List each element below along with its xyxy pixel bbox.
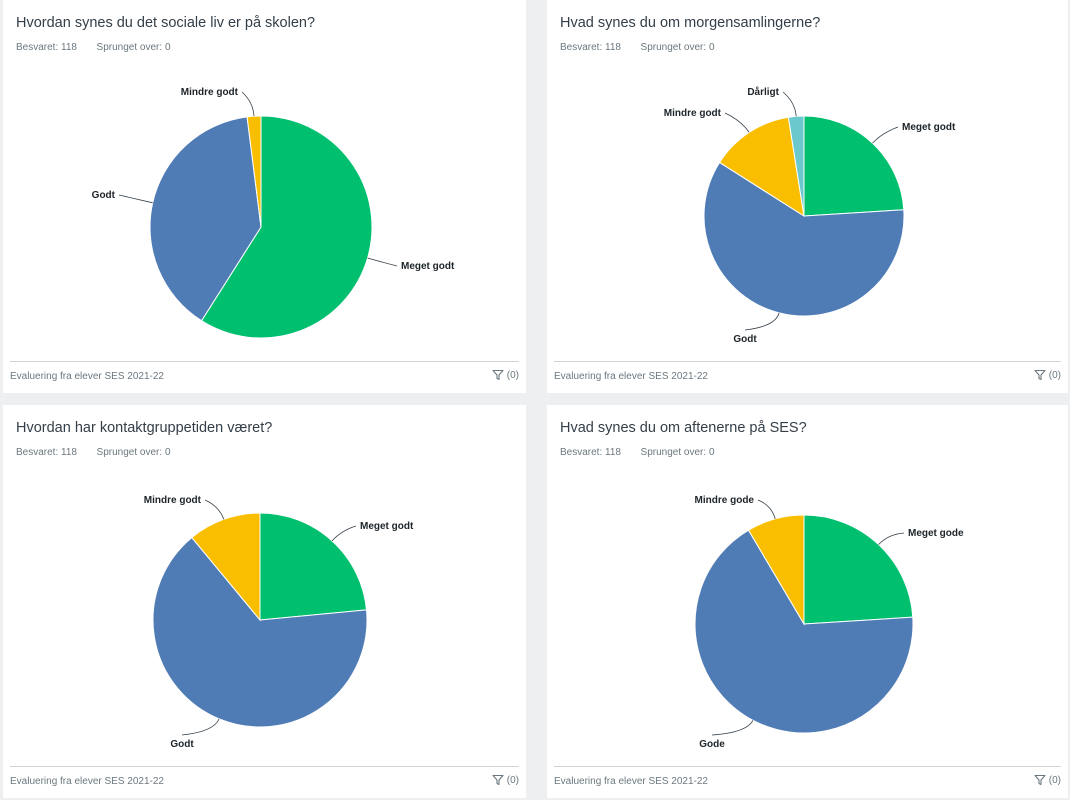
leader-line-mindre-godt	[724, 112, 750, 133]
pie-slice-meget-godt[interactable]	[803, 115, 905, 217]
slice-label-godt: Godt	[733, 334, 757, 345]
leader-line-meget-godt	[331, 525, 357, 542]
filter-icon	[1034, 369, 1046, 381]
slice-label-darligt: Dårligt	[747, 86, 779, 98]
card-title: Hvordan har kontaktgruppetiden været?	[16, 420, 273, 436]
card-footer: Evaluering fra elever SES 2021-22 (0)	[10, 361, 519, 393]
leader-line-godt	[744, 312, 780, 331]
pie-slice-godt[interactable]	[152, 536, 368, 728]
answered-count: 118	[61, 42, 77, 53]
slice-label-meget-godt: Meget godt	[902, 122, 956, 133]
survey-name: Evaluering fra elever SES 2021-22	[10, 371, 164, 382]
skipped-count: 0	[708, 447, 715, 458]
slice-label-gode: Gode	[699, 739, 725, 750]
response-stats: Besvaret: 118 Sprunget over: 0	[16, 447, 171, 458]
leader-line-meget-godt	[367, 257, 398, 267]
answered-count: 118	[61, 447, 77, 458]
leader-line-meget-godt	[872, 126, 899, 144]
chart-card-2: Hvad synes du om morgensamlingerne? Besv…	[547, 0, 1068, 393]
leader-line-mindre-gode	[757, 499, 776, 520]
leader-line-mindre-godt	[241, 91, 255, 117]
survey-name: Evaluering fra elever SES 2021-22	[554, 371, 708, 382]
response-stats: Besvaret: 118 Sprunget over: 0	[560, 42, 715, 53]
skipped-label: Sprunget over:	[640, 42, 707, 53]
answered-label: Besvaret:	[16, 42, 59, 53]
skipped-label: Sprunget over:	[96, 447, 163, 458]
answered-label: Besvaret:	[560, 447, 603, 458]
skipped-label: Sprunget over:	[640, 447, 707, 458]
skipped-label: Sprunget over:	[96, 42, 163, 53]
skipped-count: 0	[164, 42, 171, 53]
slice-label-meget-godt: Meget godt	[360, 521, 414, 532]
chart-card-3: Hvordan har kontaktgruppetiden været? Be…	[3, 405, 526, 798]
answered-label: Besvaret:	[16, 447, 59, 458]
pie-slice-mindre-godt[interactable]	[246, 115, 262, 228]
leader-line-godt	[181, 718, 220, 736]
pie-chart: Meget godt Godt Mindre godt Dårligt	[664, 86, 956, 345]
answered-count: 118	[605, 42, 621, 53]
pie-slice-mindre-gode[interactable]	[747, 514, 805, 626]
card-title: Hvad synes du om aftenerne på SES?	[560, 420, 807, 436]
slice-label-meget-godt: Meget godt	[401, 261, 455, 272]
answered-count: 118	[605, 447, 621, 458]
card-title: Hvordan synes du det sociale liv er på s…	[16, 15, 316, 31]
answered-label: Besvaret:	[560, 42, 603, 53]
filter-count: (0)	[506, 774, 519, 786]
filter-button[interactable]: (0)	[492, 369, 519, 381]
slice-label-mindre-godt: Mindre godt	[664, 108, 722, 119]
leader-line-darligt	[782, 91, 797, 117]
filter-count: (0)	[1048, 774, 1061, 786]
filter-button[interactable]: (0)	[492, 774, 519, 786]
card-footer: Evaluering fra elever SES 2021-22 (0)	[554, 766, 1061, 798]
pie-slice-godt[interactable]	[149, 116, 262, 322]
skipped-count: 0	[164, 447, 171, 458]
slice-label-meget-gode: Meget gode	[908, 528, 964, 539]
slice-label-godt: Godt	[92, 190, 116, 201]
filter-button[interactable]: (0)	[1034, 369, 1061, 381]
filter-icon	[492, 774, 504, 786]
leader-line-godt	[118, 194, 153, 204]
slice-label-mindre-godt: Mindre godt	[144, 495, 202, 506]
leader-line-meget-gode	[878, 532, 905, 545]
pie-slice-meget-gode[interactable]	[803, 514, 914, 625]
filter-count: (0)	[1048, 369, 1061, 381]
filter-icon	[492, 369, 504, 381]
pie-chart: Meget gode Gode Mindre gode	[694, 495, 964, 750]
pie-slice-godt[interactable]	[703, 161, 905, 317]
pie-slice-mindre-godt[interactable]	[191, 512, 261, 622]
pie-slice-meget-godt[interactable]	[200, 115, 373, 339]
survey-name: Evaluering fra elever SES 2021-22	[554, 776, 708, 787]
card-footer: Evaluering fra elever SES 2021-22 (0)	[554, 361, 1061, 393]
slice-label-mindre-gode: Mindre gode	[695, 495, 755, 506]
pie-chart: Meget godt Godt Mindre godt	[92, 87, 455, 339]
card-footer: Evaluering fra elever SES 2021-22 (0)	[10, 766, 519, 798]
slice-label-mindre-godt: Mindre godt	[181, 87, 239, 98]
response-stats: Besvaret: 118 Sprunget over: 0	[16, 42, 171, 53]
survey-name: Evaluering fra elever SES 2021-22	[10, 776, 164, 787]
leader-line-gode	[711, 720, 754, 736]
pie-slice-mindre-godt[interactable]	[718, 116, 805, 218]
pie-chart: Meget godt Godt Mindre godt	[144, 495, 414, 750]
pie-slice-darligt[interactable]	[787, 115, 805, 217]
pie-slice-meget-godt[interactable]	[259, 512, 368, 621]
filter-icon	[1034, 774, 1046, 786]
card-title: Hvad synes du om morgensamlingerne?	[560, 15, 821, 31]
filter-count: (0)	[506, 369, 519, 381]
chart-card-4: Hvad synes du om aftenerne på SES? Besva…	[547, 405, 1068, 798]
response-stats: Besvaret: 118 Sprunget over: 0	[560, 447, 715, 458]
filter-button[interactable]: (0)	[1034, 774, 1061, 786]
slice-label-godt: Godt	[170, 739, 194, 750]
leader-line-mindre-godt	[204, 499, 225, 520]
chart-card-1: Hvordan synes du det sociale liv er på s…	[3, 0, 526, 393]
skipped-count: 0	[708, 42, 715, 53]
